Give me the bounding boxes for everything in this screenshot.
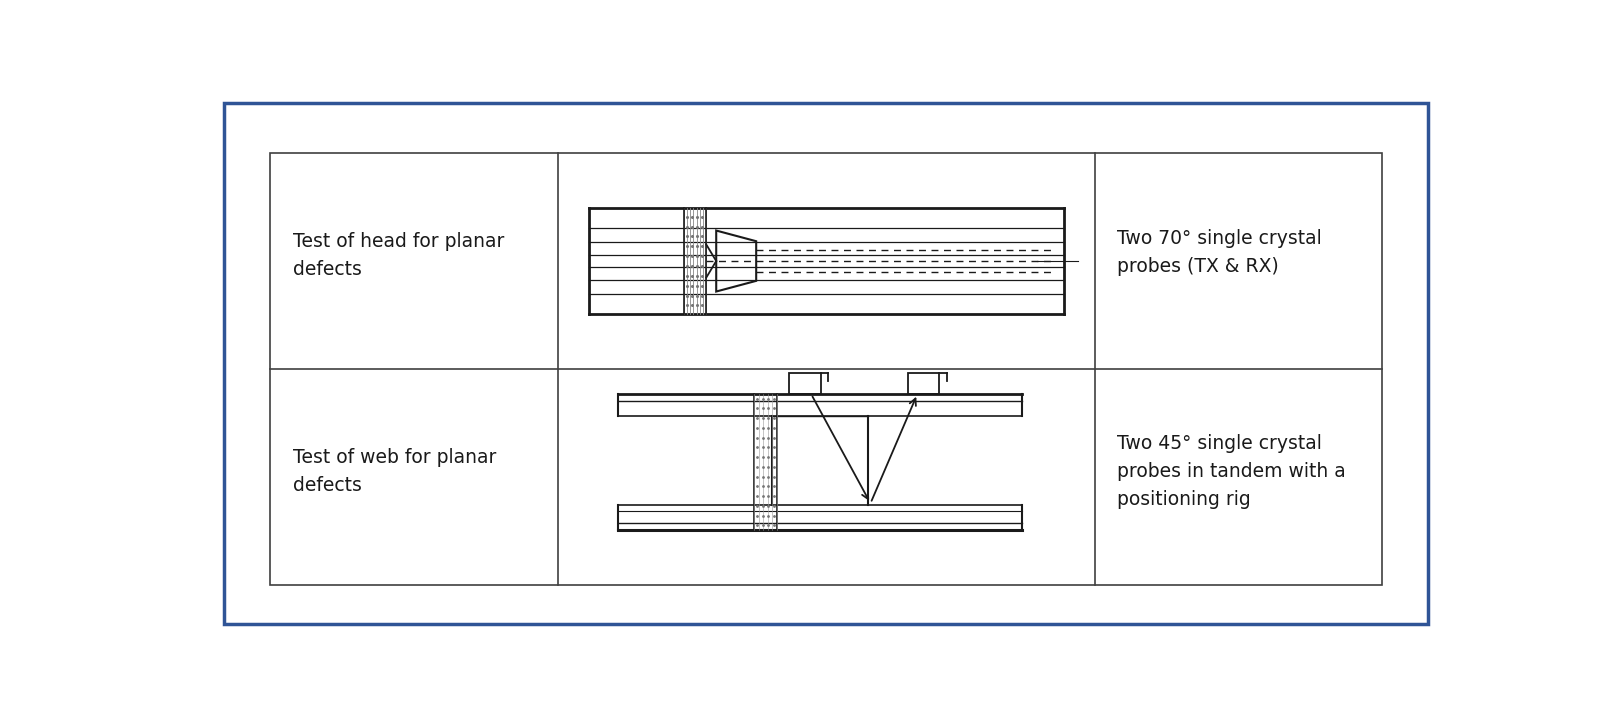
Bar bbox=[908, 373, 940, 394]
Text: Test of web for planar
defects: Test of web for planar defects bbox=[293, 449, 496, 495]
Text: Test of head for planar
defects: Test of head for planar defects bbox=[293, 232, 505, 279]
Bar bbox=[790, 373, 821, 394]
Text: Two 70° single crystal
probes (TX & RX): Two 70° single crystal probes (TX & RX) bbox=[1117, 229, 1322, 276]
Text: Two 45° single crystal
probes in tandem with a
positioning rig: Two 45° single crystal probes in tandem … bbox=[1117, 434, 1346, 509]
Bar bbox=[271, 153, 1381, 585]
